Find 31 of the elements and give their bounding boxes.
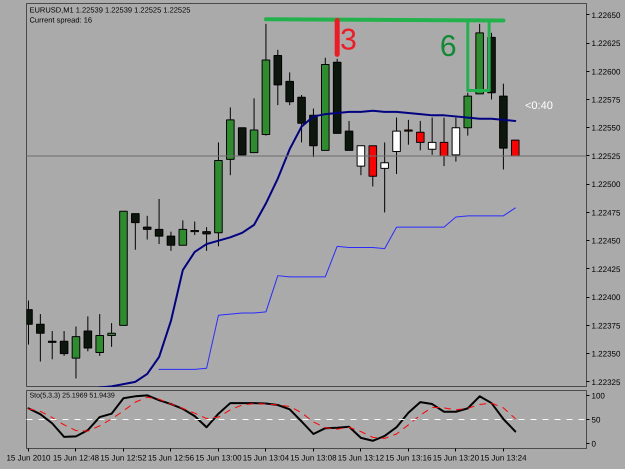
y-tick-label: 50 bbox=[592, 416, 601, 424]
y-tick-label: 1.22375 bbox=[592, 321, 621, 330]
annotation: 3 bbox=[340, 24, 357, 57]
x-tick-label: 15 Jun 2010 bbox=[6, 454, 52, 462]
x-tick-label: 15 Jun 13:08 bbox=[290, 454, 338, 462]
y-tick-label: 1.22500 bbox=[592, 180, 621, 190]
y-tick-label: 1.22475 bbox=[592, 208, 621, 218]
y-tick-label: 1.22625 bbox=[592, 39, 621, 48]
y-tick-label: 1.22550 bbox=[592, 124, 621, 133]
y-tick-label: 1.22400 bbox=[592, 293, 621, 302]
y-tick-label: 0 bbox=[592, 440, 596, 449]
x-tick-label: 15 Jun 13:24 bbox=[480, 454, 528, 462]
x-tick-label: 15 Jun 12:52 bbox=[100, 454, 148, 462]
y-tick-label: 1.22425 bbox=[592, 264, 621, 274]
x-tick-label: 15 Jun 12:48 bbox=[52, 454, 100, 462]
y-tick-label: 1.22350 bbox=[592, 350, 621, 359]
x-tick-label: 15 Jun 13:04 bbox=[242, 454, 290, 462]
annotation: 6 bbox=[440, 30, 457, 64]
x-tick-label: 15 Jun 13:12 bbox=[338, 454, 385, 462]
x-tick-label: 15 Jun 13:00 bbox=[195, 454, 242, 462]
y-tick-label: 1.22450 bbox=[592, 236, 621, 246]
x-tick-label: 15 Jun 13:20 bbox=[432, 454, 480, 462]
x-tick-label: 15 Jun 12:56 bbox=[148, 454, 195, 462]
x-tick-label: 15 Jun 13:16 bbox=[385, 454, 432, 462]
y-tick-label: 1.22650 bbox=[592, 10, 621, 20]
y-tick-label: 100 bbox=[592, 391, 606, 400]
y-tick-label: 1.22525 bbox=[592, 152, 621, 161]
y-tick-label: 1.22325 bbox=[592, 378, 621, 387]
annotation: <0:40 bbox=[524, 100, 553, 112]
y-tick-label: 1.22575 bbox=[592, 96, 621, 104]
y-tick-label: 1.22600 bbox=[592, 67, 621, 76]
